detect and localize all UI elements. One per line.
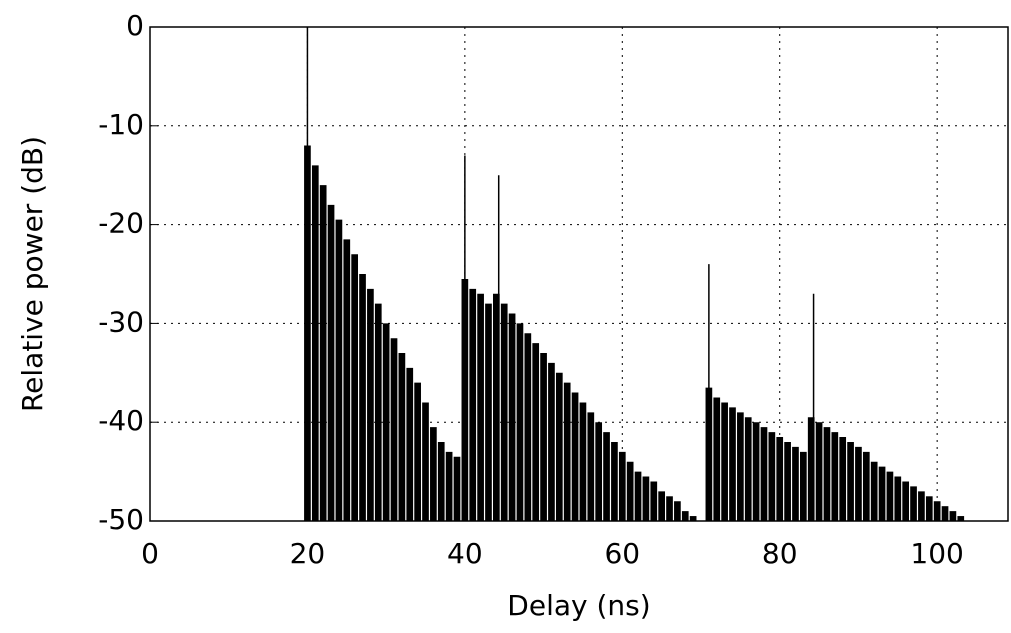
y-tick-label: -40 [98, 404, 144, 437]
plot-frame [149, 26, 1009, 522]
y-tick-label: -10 [98, 108, 144, 141]
x-tick-label: 80 [762, 537, 798, 570]
x-tick-label: 20 [290, 537, 326, 570]
x-tick-label: 60 [604, 537, 640, 570]
y-tick-label: -30 [98, 305, 144, 338]
y-tick-label: -50 [98, 503, 144, 536]
x-tick-label: 40 [447, 537, 483, 570]
y-tick-label: -20 [98, 207, 144, 240]
x-axis-label: Delay (ns) [507, 589, 650, 622]
y-axis-label: Relative power (dB) [16, 136, 49, 412]
x-tick-label: 0 [141, 537, 159, 570]
x-tick-label: 100 [910, 537, 963, 570]
y-tick-label: 0 [126, 9, 144, 42]
